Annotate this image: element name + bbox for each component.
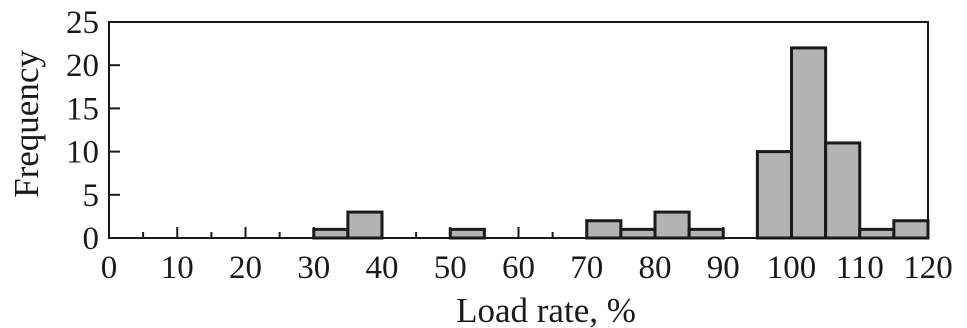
histogram-bar [858,227,896,240]
y-tick-label: 15 [66,91,99,127]
x-tick-label: 50 [434,250,467,286]
histogram-bar [653,210,691,240]
histogram-bar [687,227,725,240]
histogram-bar [892,219,930,240]
histogram-bar [619,227,657,240]
y-tick-label: 0 [83,221,100,257]
x-tick-label: 60 [502,250,535,286]
y-tick-label: 25 [66,5,99,41]
x-tick-label: 110 [836,250,884,286]
x-tick-label: 90 [707,250,740,286]
y-tick-label: 10 [66,135,99,171]
histogram-bar [755,150,793,240]
histogram-bar [790,46,828,240]
x-tick-label: 10 [161,250,194,286]
histogram-bar [346,210,384,240]
histogram-bar [448,227,486,240]
x-tick-label: 0 [101,250,118,286]
x-tick-label: 20 [229,250,262,286]
y-tick-label: 20 [66,48,99,84]
x-tick-label: 80 [639,250,672,286]
histogram-bar [312,227,350,240]
x-tick-label: 100 [767,250,817,286]
x-tick-label: 30 [297,250,330,286]
x-axis-label: Load rate, % [456,291,636,328]
bars-layer [312,46,930,240]
histogram-bar [824,141,862,240]
histogram-bar [585,219,623,240]
y-tick-label: 5 [83,178,100,214]
x-tick-label: 40 [366,250,399,286]
x-tick-label: 120 [903,250,953,286]
x-tick-label: 70 [570,250,603,286]
y-axis-label: Frequency [7,50,46,198]
